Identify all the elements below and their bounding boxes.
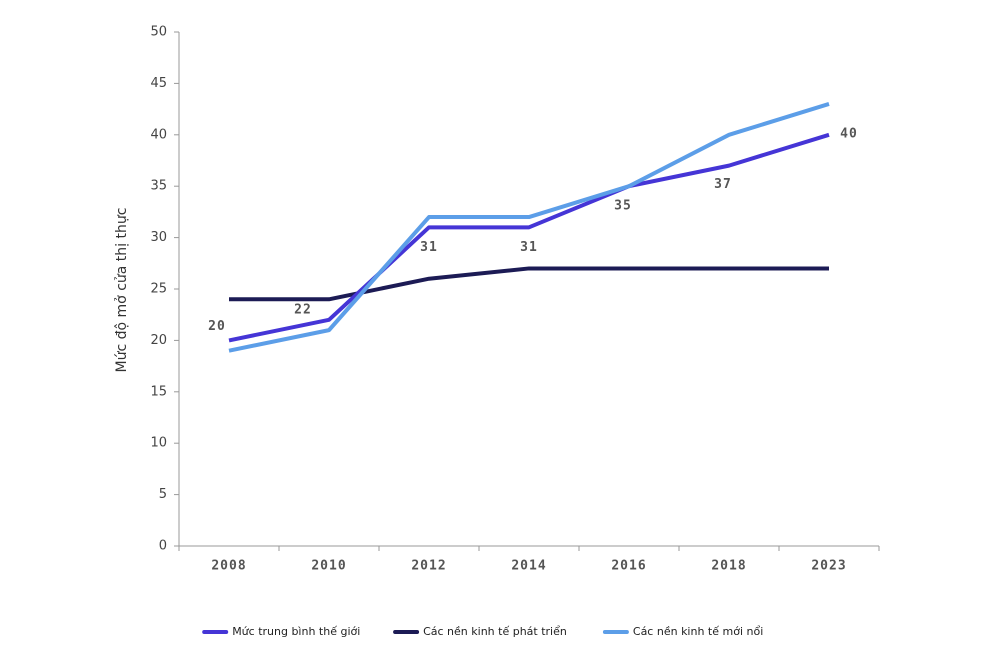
series-line [228, 132, 830, 343]
y-tick-label: 20 [150, 333, 167, 348]
x-tick-label: 2008 [211, 559, 246, 574]
x-tick-label: 2023 [811, 559, 846, 574]
y-tick-label: 40 [150, 127, 167, 142]
x-tick-label: 2010 [311, 559, 346, 574]
y-tick-label: 10 [150, 436, 167, 451]
y-tick-label: 5 [159, 487, 167, 502]
y-tick-label: 35 [150, 179, 167, 194]
value-label: 22 [294, 302, 312, 317]
series-line [228, 102, 830, 353]
value-label: 40 [840, 126, 858, 141]
y-axis-label: Mức độ mở cửa thị thực [114, 208, 130, 373]
y-tick-label: 25 [150, 282, 167, 297]
value-label: 35 [614, 199, 632, 214]
value-label: 20 [208, 319, 226, 334]
x-tick-label: 2014 [511, 559, 546, 574]
x-tick-label: 2016 [611, 559, 646, 574]
value-label: 31 [420, 240, 438, 255]
value-label: 31 [520, 240, 538, 255]
y-tick-label: 0 [159, 539, 167, 554]
y-tick-label: 30 [150, 230, 167, 245]
legend-label: Các nền kinh tế phát triển [423, 625, 567, 638]
legend-label: Các nền kinh tế mới nổi [633, 625, 763, 638]
legend-label: Mức trung bình thế giới [232, 625, 360, 638]
series-line [229, 266, 829, 302]
y-tick-label: 15 [150, 384, 167, 399]
y-tick-label: 50 [150, 25, 167, 40]
value-label: 37 [714, 177, 732, 192]
x-tick-label: 2018 [711, 559, 746, 574]
y-tick-label: 45 [150, 76, 167, 91]
x-tick-label: 2012 [411, 559, 446, 574]
